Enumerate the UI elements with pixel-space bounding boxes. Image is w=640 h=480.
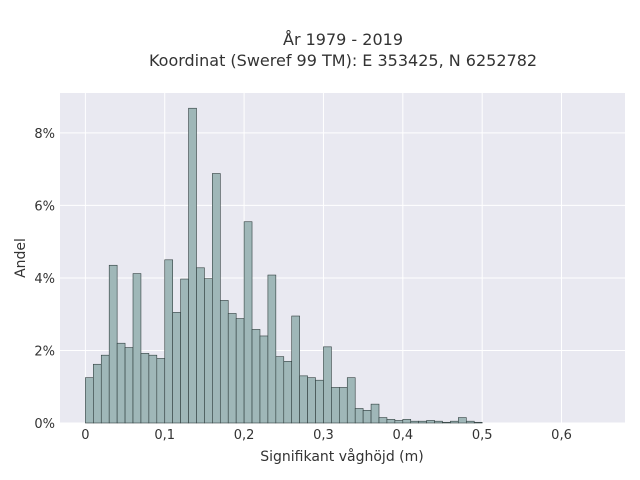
histogram-bar-37 xyxy=(378,417,388,424)
chart-title-line1: År 1979 - 2019 xyxy=(283,30,403,49)
histogram-bar-36 xyxy=(370,403,380,424)
chart-title-line2: Koordinat (Sweref 99 TM): E 353425, N 62… xyxy=(149,51,537,70)
histogram-bar-18 xyxy=(227,313,237,424)
x-axis-label: Signifikant våghöjd (m) xyxy=(260,448,423,465)
histogram-bar-49 xyxy=(473,421,483,424)
histogram-bar-32 xyxy=(339,387,348,424)
x-tick-label-6: 0,6 xyxy=(551,428,572,443)
histogram-bar-21 xyxy=(251,329,261,424)
histogram-bar-29 xyxy=(315,379,324,424)
histogram-bar-39 xyxy=(394,420,404,424)
y-tick-label-3: 6% xyxy=(34,199,55,214)
histogram-bars xyxy=(85,107,483,424)
histogram-bar-31 xyxy=(331,387,340,424)
histogram-bar-19 xyxy=(235,318,245,424)
x-tick-label-5: 0,5 xyxy=(472,428,493,443)
histogram-bar-8 xyxy=(148,354,158,424)
histogram-bar-1 xyxy=(93,363,102,424)
histogram-bar-7 xyxy=(140,353,150,424)
histogram-bar-27 xyxy=(299,375,308,424)
histogram-bar-24 xyxy=(275,356,285,424)
histogram-bar-0 xyxy=(85,377,94,424)
histogram-bar-2 xyxy=(100,354,110,424)
histogram-bar-40 xyxy=(402,419,412,424)
histogram-bar-28 xyxy=(307,377,316,424)
histogram-bar-35 xyxy=(362,410,372,424)
histogram-bar-26 xyxy=(291,315,300,424)
histogram-bar-46 xyxy=(450,420,459,424)
histogram-bar-33 xyxy=(346,377,356,424)
histogram-bar-16 xyxy=(212,173,221,424)
histogram-bar-23 xyxy=(267,274,277,424)
histogram-bar-4 xyxy=(116,342,126,424)
x-tick-label-4: 0,4 xyxy=(392,428,413,443)
x-tick-label-3: 0,3 xyxy=(313,428,334,443)
histogram-bar-38 xyxy=(386,419,396,424)
histogram-bar-15 xyxy=(204,278,213,424)
x-tick-label-0: 0 xyxy=(81,428,89,443)
y-tick-label-0: 0% xyxy=(34,417,55,432)
histogram-bar-11 xyxy=(172,312,181,424)
histogram-bar-5 xyxy=(124,347,134,424)
histogram-bar-47 xyxy=(458,417,467,424)
y-axis-label: Andel xyxy=(13,238,29,278)
histogram-bar-6 xyxy=(132,273,142,424)
histogram-bar-43 xyxy=(426,420,435,424)
y-tick-label-1: 2% xyxy=(34,344,55,359)
histogram-bar-12 xyxy=(180,278,189,424)
histogram-bar-44 xyxy=(434,420,443,424)
y-tick-label-2: 4% xyxy=(34,272,55,287)
histogram-bar-20 xyxy=(243,221,253,424)
histogram-bar-41 xyxy=(410,420,419,424)
histogram-bar-13 xyxy=(188,107,197,424)
y-tick-label-4: 8% xyxy=(34,127,55,142)
histogram-bar-14 xyxy=(196,267,205,424)
histogram-bar-22 xyxy=(259,335,269,424)
histogram-bar-42 xyxy=(418,420,427,424)
x-tick-label-1: 0,1 xyxy=(154,428,175,443)
histogram-bar-45 xyxy=(442,421,451,424)
histogram-bar-3 xyxy=(108,264,118,424)
histogram-bar-17 xyxy=(219,300,229,424)
histogram-bar-9 xyxy=(156,358,166,424)
y-tick-labels: 0% 2% 4% 6% 8% xyxy=(34,127,55,432)
x-tick-label-2: 0,2 xyxy=(234,428,255,443)
histogram-bar-30 xyxy=(323,346,332,424)
histogram-bar-25 xyxy=(283,361,293,424)
histogram-bar-34 xyxy=(354,408,364,424)
x-tick-labels: 0 0,1 0,2 0,3 0,4 0,5 0,6 xyxy=(81,428,572,443)
histogram-bar-10 xyxy=(164,259,173,424)
histogram-bar-48 xyxy=(465,420,475,424)
